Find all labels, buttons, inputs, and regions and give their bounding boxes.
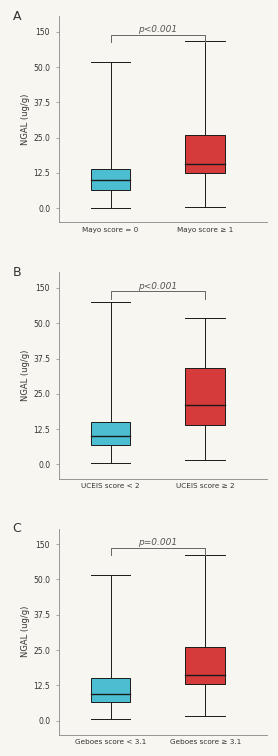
Text: p<0.001: p<0.001 <box>138 26 178 35</box>
Y-axis label: NGAL (ug/g): NGAL (ug/g) <box>21 350 30 401</box>
Text: A: A <box>13 10 21 23</box>
Bar <box>91 169 130 190</box>
Y-axis label: NGAL (ug/g): NGAL (ug/g) <box>21 94 30 145</box>
Text: p=0.001: p=0.001 <box>138 538 178 547</box>
Y-axis label: NGAL (ug/g): NGAL (ug/g) <box>21 606 30 657</box>
Bar <box>185 368 225 425</box>
Bar <box>185 647 225 684</box>
Bar <box>91 422 130 445</box>
Text: C: C <box>13 522 21 535</box>
Text: B: B <box>13 266 21 279</box>
Bar <box>185 135 225 173</box>
Text: p<0.001: p<0.001 <box>138 282 178 290</box>
Bar <box>91 678 130 702</box>
